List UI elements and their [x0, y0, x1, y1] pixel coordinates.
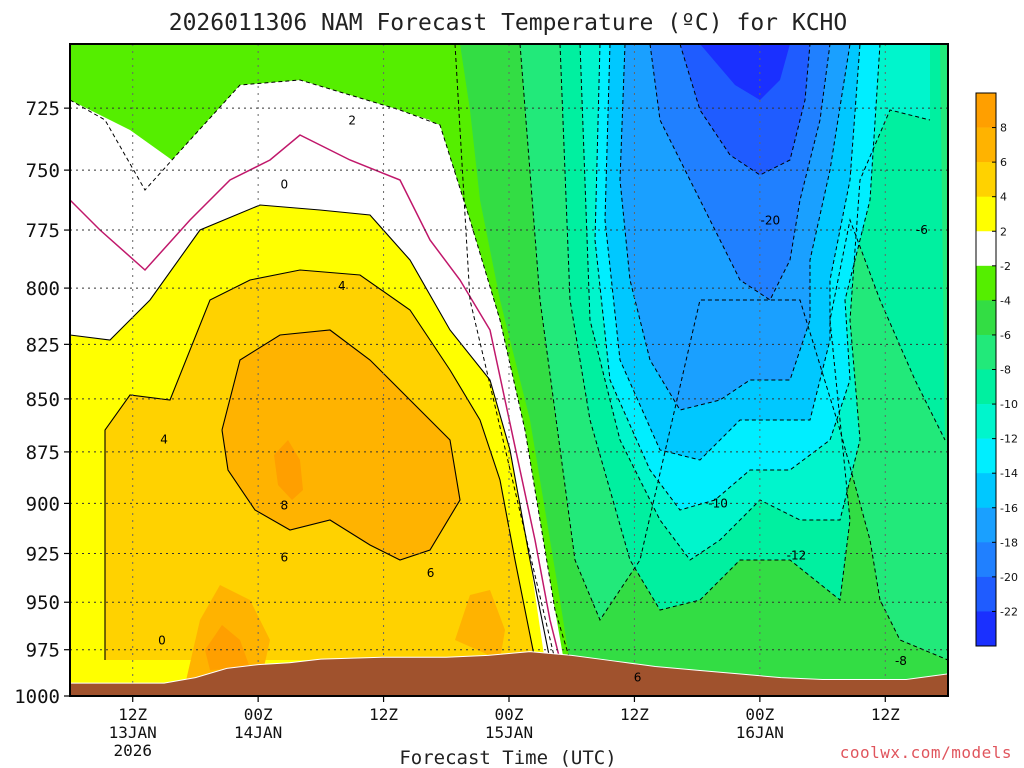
x-axis-label: Forecast Time (UTC) [399, 747, 616, 768]
contour-minus14 [604, 44, 861, 461]
colorbar-swatch [976, 404, 996, 439]
contour-label: -20 [761, 214, 781, 228]
colorbar-tick-label: -22 [1000, 605, 1018, 618]
contour-label: 4 [160, 432, 168, 446]
colorbar-tick-label: -8 [1000, 364, 1011, 377]
colorbar-swatch [976, 542, 996, 578]
colorbar-swatch [976, 265, 996, 301]
colorbar-swatch [976, 300, 996, 336]
contour-label: 4 [338, 279, 346, 293]
contour-minus4 [454, 44, 556, 661]
contour-minus6 [519, 44, 948, 661]
y-tick-label: 850 [26, 389, 60, 411]
contour-minus20 [679, 44, 811, 176]
y-tick-label: 875 [26, 442, 60, 464]
contour-minus2 [70, 79, 571, 661]
colorbar-swatch [976, 93, 996, 128]
x-tick-label: 12Z [118, 705, 147, 724]
y-tick-label: 925 [26, 543, 60, 565]
colorbar-tick-label: 6 [1000, 156, 1007, 169]
contour-minus12 [594, 44, 881, 511]
x-tick-label: 00Z [495, 705, 524, 724]
x-tick-label: 00Z [745, 705, 774, 724]
band-fill-plus8-sfc [205, 625, 250, 670]
contour-plus4 [70, 204, 551, 661]
colorbar-swatch [976, 334, 996, 370]
band-fill-plus6 [222, 330, 460, 560]
contour-label: -12 [787, 548, 807, 562]
colorbar-tick-label: -20 [1000, 571, 1018, 584]
colorbar-swatch [976, 196, 996, 232]
x-tick-label: 15JAN [485, 723, 533, 742]
colorbar-tick-label: -6 [1000, 329, 1011, 342]
band-fill-plus6-sfc2 [455, 590, 505, 660]
contour-freezing [70, 134, 561, 661]
contour-plus6-a [104, 269, 536, 661]
contour-minus8 [559, 44, 946, 611]
contour-label: 6 [634, 671, 642, 685]
colorbar-swatch [976, 127, 996, 163]
x-tick-label: 12Z [620, 705, 649, 724]
chart-title: 2026011306 NAM Forecast Temperature (ºC)… [169, 10, 848, 36]
y-tick-label: 800 [26, 278, 60, 300]
y-tick-label: 750 [26, 160, 60, 182]
y-tick-label: 1000 [14, 686, 60, 708]
contour-label: 0 [280, 178, 288, 192]
x-tick-label: 14JAN [234, 723, 282, 742]
colorbar-swatch [976, 438, 996, 474]
contour-label: -10 [708, 496, 728, 510]
x-tick-label: 2026 [113, 741, 152, 760]
y-tick-label: 825 [26, 334, 60, 356]
y-tick-label: 975 [26, 640, 60, 662]
contour-label: 6 [427, 566, 435, 580]
colorbar-swatch [976, 507, 996, 543]
credit-text: coolwx.com/models [839, 743, 1012, 762]
colorbar-tick-label: -18 [1000, 536, 1018, 549]
band-fill-plus8 [274, 440, 303, 500]
y-tick-label: 900 [26, 493, 60, 515]
colorbar-swatch [976, 162, 996, 197]
x-tick-label: 16JAN [736, 723, 784, 742]
y-tick-label: 775 [26, 220, 60, 242]
contour-label: 6 [280, 550, 288, 564]
contour-label: 0 [158, 633, 166, 647]
y-tick-label: 725 [26, 98, 60, 120]
colorbar-tick-label: 8 [1000, 122, 1007, 135]
y-tick-label: 950 [26, 592, 60, 614]
band-fill-minus22 [700, 44, 790, 100]
colorbar-tick-label: -10 [1000, 398, 1018, 411]
terrain-surface [70, 651, 948, 696]
colorbar-swatch [976, 576, 996, 612]
colorbar-tick-label: -2 [1000, 260, 1011, 273]
contour-plus6-b [221, 329, 461, 561]
contour-label: -6 [916, 223, 928, 237]
contour-minus16 [619, 44, 851, 411]
contour-label: 8 [280, 498, 288, 512]
colorbar-tick-label: -16 [1000, 502, 1018, 515]
colorbar-tick-label: -4 [1000, 294, 1011, 307]
contour-minus10 [579, 44, 931, 561]
x-tick-label: 12Z [369, 705, 398, 724]
contour-minus18 [649, 44, 831, 301]
colorbar-swatch [976, 369, 996, 405]
band-fill-minus2 [70, 44, 575, 696]
contour-label: -8 [895, 654, 907, 668]
colorbar-tick-label: -14 [1000, 467, 1018, 480]
x-tick-label: 13JAN [109, 723, 157, 742]
colorbar-tick-label: 4 [1000, 191, 1007, 204]
colorbar-swatch [976, 473, 996, 509]
colorbar-swatch [976, 611, 996, 647]
x-tick-label: 00Z [244, 705, 273, 724]
contour-label: 2 [348, 114, 356, 128]
x-tick-label: 12Z [871, 705, 900, 724]
colorbar-tick-label: 2 [1000, 225, 1007, 238]
colorbar-swatch [976, 231, 996, 267]
colorbar-tick-label: -12 [1000, 433, 1018, 446]
